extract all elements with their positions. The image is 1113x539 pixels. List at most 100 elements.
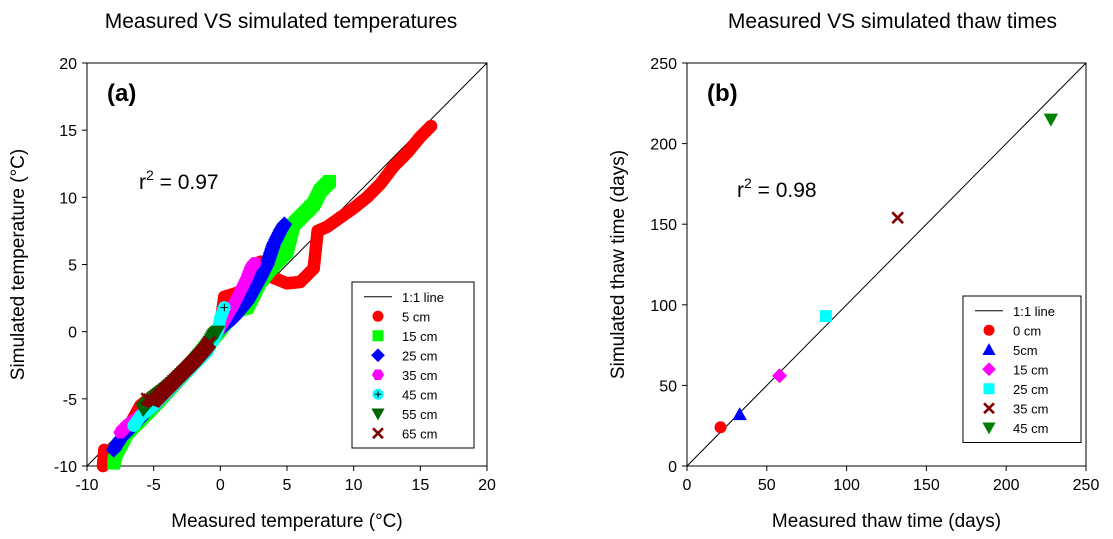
chart-panel-b: Measured VS simulated thaw times 0 50 100 15…	[556, 0, 1113, 539]
panel-label: (a)	[107, 80, 136, 107]
series-35cm	[113, 257, 262, 439]
legend-label: 55 cm	[402, 407, 437, 422]
legend-box	[351, 281, 475, 449]
data-point	[714, 421, 727, 434]
y-axis-label: Simulated temperature (°C)	[8, 149, 29, 380]
series-35cm	[891, 211, 904, 225]
y-tick-label: 20	[59, 56, 77, 73]
legend-marker	[983, 402, 995, 415]
x-tick-label: 5	[283, 477, 292, 494]
legend-label: 35 cm	[1013, 401, 1048, 416]
x-axis-label: Measured temperature (°C)	[171, 511, 402, 532]
legend: 1:1 line 0 cm 5cm 15 cm 25 cm 35 cm 45 cm	[962, 295, 1082, 443]
x-tick-label: 0	[216, 477, 225, 494]
legend-label: 25 cm	[402, 348, 437, 363]
legend-marker	[371, 408, 385, 421]
x-tick-label: 0	[683, 477, 692, 494]
x-tick-label: 15	[411, 477, 429, 494]
x-tick-label: 150	[913, 477, 940, 494]
y-tick-label: 50	[659, 378, 677, 395]
legend-marker	[372, 427, 384, 440]
legend: 1:1 line 5 cm 15 cm 25 cm 35 cm 45 cm 55 cm 65 …	[351, 281, 475, 449]
y-tick-label: 0	[68, 325, 77, 342]
y-tick-label: 5	[68, 258, 77, 275]
series-45cm	[1043, 113, 1059, 127]
data-point	[819, 310, 832, 323]
x-tick-label: 20	[478, 477, 496, 494]
legend-label: 0 cm	[1013, 323, 1041, 338]
x-tick-label: 100	[833, 477, 860, 494]
y-tick-label: -5	[63, 392, 77, 409]
x-tick-label: -10	[75, 477, 98, 494]
data-point	[424, 119, 438, 133]
data-point	[203, 335, 217, 350]
legend-marker	[372, 388, 384, 400]
one-to-one-line	[686, 62, 1087, 467]
temperature-scatter-chart: Measured VS simulated temperatures -10 -5 0…	[8, 10, 496, 532]
y-tick-label: 15	[59, 123, 77, 140]
thaw-time-scatter-chart: Measured VS simulated thaw times 0 50 100 15…	[608, 10, 1100, 532]
data-point	[732, 407, 747, 421]
y-tick-label: 100	[650, 298, 677, 315]
y-tick-label: 200	[650, 137, 677, 154]
panel-label: (b)	[707, 80, 738, 107]
chart-panel-a: Measured VS simulated temperatures -10 -5 0…	[0, 0, 556, 539]
y-tick-label: 10	[59, 190, 77, 207]
legend-marker	[983, 383, 995, 395]
data-point	[891, 211, 904, 225]
series-5cm	[732, 407, 747, 421]
data-point	[1043, 113, 1059, 127]
legend-marker	[371, 348, 385, 363]
legend-label: 15 cm	[1013, 362, 1048, 377]
x-tick-label: 50	[758, 477, 776, 494]
legend-label: 15 cm	[402, 329, 437, 344]
legend-marker	[372, 310, 384, 322]
r-squared-prefix: r	[139, 171, 146, 194]
y-tick-label: 250	[650, 56, 677, 73]
series-0cm	[714, 421, 727, 434]
y-axis-label: Simulated thaw time (days)	[608, 150, 629, 379]
data-point	[276, 216, 293, 233]
series-25cm	[819, 310, 832, 323]
y-tick-label: 0	[668, 459, 677, 476]
r-squared-annotation: r2 = 0.97	[139, 167, 219, 194]
legend-marker	[982, 343, 996, 356]
plot-frame	[686, 62, 1087, 467]
marker-cross	[220, 303, 229, 312]
legend-label: 45 cm	[1013, 421, 1048, 436]
x-tick-label: 200	[993, 477, 1020, 494]
data-point	[248, 257, 262, 270]
legend-label: 1:1 line	[1013, 304, 1055, 319]
r-squared-annotation: r2 = 0.98	[737, 175, 817, 202]
r-squared-value: = 0.97	[154, 171, 219, 194]
legend-label: 45 cm	[402, 387, 437, 402]
legend-label: 35 cm	[402, 368, 437, 383]
r-squared-value: = 0.98	[752, 179, 817, 202]
legend-marker	[371, 369, 385, 380]
x-axis-label: Measured thaw time (days)	[772, 511, 1001, 532]
r-squared-superscript: 2	[744, 175, 752, 191]
data-point	[323, 174, 336, 188]
data-point	[772, 368, 788, 384]
data-point	[210, 325, 226, 340]
marker-cross	[374, 390, 382, 398]
series-65cm	[140, 335, 217, 409]
y-tick-label: 150	[650, 217, 677, 234]
chart-title: Measured VS simulated thaw times	[728, 10, 1057, 33]
chart-title: Measured VS simulated temperatures	[105, 10, 458, 33]
legend-marker	[982, 362, 996, 377]
legend-label: 5 cm	[402, 309, 430, 324]
data-point	[218, 301, 231, 314]
y-tick-label: -10	[54, 459, 77, 476]
x-tick-label: -5	[147, 477, 161, 494]
legend-marker	[982, 422, 996, 435]
x-tick-label: 10	[345, 477, 363, 494]
x-tick-label: 250	[1073, 477, 1100, 494]
legend-label: 65 cm	[402, 426, 437, 441]
legend-marker	[372, 330, 384, 342]
series-15cm	[772, 368, 788, 384]
r-squared-superscript: 2	[146, 167, 154, 183]
legend-marker	[983, 324, 995, 336]
legend-label: 5cm	[1013, 343, 1038, 358]
legend-label: 1:1 line	[402, 290, 444, 305]
